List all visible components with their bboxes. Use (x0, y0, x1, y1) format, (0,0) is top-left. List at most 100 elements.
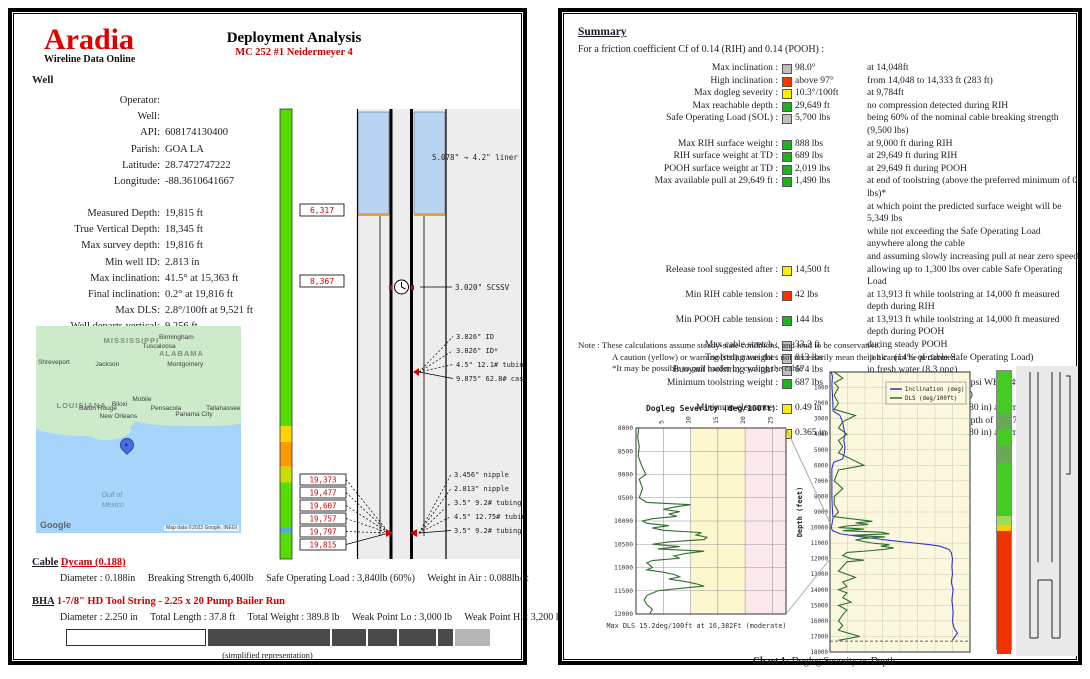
bha-name: 1-7/8" HD Tool String - 2.25 x 20 Pump B… (56, 596, 286, 607)
summary-row: Max dogleg severity : 10.3°/100ft at 9,784… (570, 87, 1078, 100)
summary-desc-line: in air (14% of cable Safe Operating Load… (867, 351, 1034, 363)
y-tick-label: 3000 (814, 417, 828, 423)
mid-label-leader (418, 336, 454, 373)
well-info-label: Max inclination: (90, 272, 160, 284)
severity-strip-segment (280, 109, 292, 427)
status-indicator (782, 114, 792, 125)
y-tick-label: 11500 (614, 588, 633, 595)
well-id-rows: Operator: Well: API: 608174130400 Parish: GOA… (28, 93, 234, 190)
summary-desc-line: in fresh water (8.3 ppg) (867, 364, 958, 376)
summary-row-desc: at 29,649 ft during POOH (867, 163, 967, 176)
toolstring-segment (332, 629, 366, 646)
tool-arrow-icon (413, 368, 419, 376)
cable-specs: Diameter : 0.188in Breaking Strength 6,4… (60, 573, 529, 584)
sketch-bg (1016, 366, 1078, 656)
summary-row-value: 29,649 ft (795, 99, 830, 111)
summary-desc-line: at 14,048ft (867, 62, 909, 73)
summary-desc-line: while not exceeding the Safe Operating L… (867, 225, 1044, 250)
completion-sketch (1016, 366, 1078, 661)
y-tick-label: 13000 (811, 572, 829, 578)
bha-section: BHA 1-7/8" HD Tool String - 2.25 x 20 Pu… (32, 596, 285, 607)
summary-row: POOH surface weight at TD : 2,019 lbs at 2… (570, 163, 1078, 176)
status-indicator (782, 290, 792, 301)
tool-arrow-icon (386, 529, 393, 537)
map-label-city: Tallahassee (206, 404, 241, 412)
depth-marker-leader (345, 518, 390, 534)
summary-row: Toolstring weight : 813 lbs in air (14% of… (570, 352, 1078, 365)
well-depth-rows: Measured Depth: 19,815 ft True Vertical De… (28, 206, 253, 336)
summary-row: Max reachable depth : 29,649 ft no compres… (570, 100, 1078, 113)
depth-marker-text: 19,607 (309, 502, 336, 511)
status-indicator (782, 89, 792, 100)
summary-desc-line: from 14,048 to 14,333 ft (283 ft) (867, 74, 993, 86)
y-tick-label: 6000 (814, 463, 828, 469)
y-tick-label: 7000 (814, 479, 828, 485)
well-info-label: Min well ID: (105, 256, 160, 268)
summary-row-desc: allowing up to 1,300 lbs over cable Safe… (867, 264, 1078, 289)
depth-marker-text: 19,815 (309, 541, 336, 550)
depth-marker-box (299, 203, 345, 217)
chart1-caption-text: Dogleg Severity vs Depth (789, 656, 896, 667)
summary-row: Max inclination : 98.0° at 14,048ft (570, 62, 1078, 75)
logo-subtitle: Wireline Data Online (44, 54, 136, 65)
location-map: MISSISSIPPI ALABAMA LOUISIANA Shreveport Jac… (36, 326, 241, 533)
y-tick-label: 18000 (811, 650, 829, 656)
well-info-row: Max DLS: 2.8°/100ft at 9,521 ft (28, 303, 253, 319)
bottom-label: 3.5" 9.2# tubing (454, 527, 521, 535)
map-delta (91, 422, 131, 440)
depth-profile-chart: 1000 2000 3000 4000 5000 6000 7000 8000 9000 1000… (792, 364, 988, 669)
summary-desc-line: at 29,649 ft during RIH (867, 150, 958, 162)
well-info-row: Measured Depth: 19,815 ft (28, 206, 253, 222)
toolstring-caption: (simplified representation) (222, 650, 313, 660)
summary-row-label: Release tool suggested after : (665, 263, 778, 275)
severity-strip-segment (280, 527, 292, 533)
mid-label: 3.826" ID* (456, 347, 498, 355)
map-label-city: Panama City (175, 410, 213, 418)
doc-title: Deployment Analysis (226, 30, 362, 46)
summary-row: High inclination : above 97° from 14,048 t… (570, 75, 1078, 88)
map-label-state: MISSISSIPPI (103, 336, 160, 346)
well-info-row: Parish: GOA LA (28, 142, 234, 158)
map-water (36, 418, 241, 533)
inclination-series-line (830, 371, 959, 641)
x-tick-label: 25 (766, 416, 774, 424)
page-right: Summary For a friction coefficient Cf of… (558, 8, 1082, 667)
summary-row-value: 1,490 lbs (795, 175, 831, 187)
well-info-row: Final inclination: 0.2° at 19,816 ft (28, 287, 253, 303)
y-tick-label: 10500 (614, 541, 633, 548)
well-info-value: 19,816 ft (165, 240, 203, 252)
toolstring-segment (368, 629, 397, 646)
y-tick-label: 9500 (618, 495, 633, 502)
summary-desc-line: at end of toolstring (above the preferre… (867, 175, 1080, 199)
well-info-label: Longitude: (113, 176, 160, 188)
well-info-value: 19,815 ft (165, 208, 203, 219)
cable-heading: Cable (32, 557, 59, 568)
depth-marker-leader (345, 492, 390, 534)
well-info-value: 41.5° at 15,363 ft (165, 272, 239, 284)
depth-marker-text: 8,367 (310, 277, 334, 286)
summary-row-label: Minimum toolstring weight : (666, 376, 778, 388)
colorbar-segment (997, 412, 1011, 430)
summary-row-label: Min RIH cable tension : (685, 288, 778, 300)
well-info-row: Latitude: 28.7472747222 (28, 158, 234, 174)
x-tick-label: 10 (685, 416, 693, 424)
well-info-label: Max survey depth: (81, 240, 160, 252)
bha-heading: BHA (32, 596, 55, 607)
map-label-city: Birmingham (159, 334, 194, 342)
well-info-label: API: (140, 127, 160, 139)
well-info-row: Well: (28, 109, 234, 125)
well-info-label: True Vertical Depth: (74, 224, 160, 236)
y-tick-label: 15000 (811, 603, 829, 609)
status-indicator (782, 341, 792, 352)
summary-row-value: 2,019 lbs (795, 162, 831, 174)
summary-row-desc: being 60% of the nominal cable breaking … (867, 112, 1078, 137)
summary-row: Max cable stretch : 33.3 ft during steady … (570, 339, 1078, 352)
depth-marker-text: 19,757 (309, 515, 336, 524)
dls-zoom-chart: Dogleg Severity (deg/100ft) 5 10 15 20 25 8000… (594, 402, 799, 631)
legend-box (885, 381, 967, 405)
summary-row-value: 10.3°/100ft (795, 87, 839, 99)
summary-row-desc: at 9,000 ft during RIH (867, 138, 953, 151)
summary-row-label: Toolstring weight : (705, 351, 778, 363)
bottom-label-leader (418, 502, 452, 534)
y-tick-label: 5000 (814, 448, 828, 454)
